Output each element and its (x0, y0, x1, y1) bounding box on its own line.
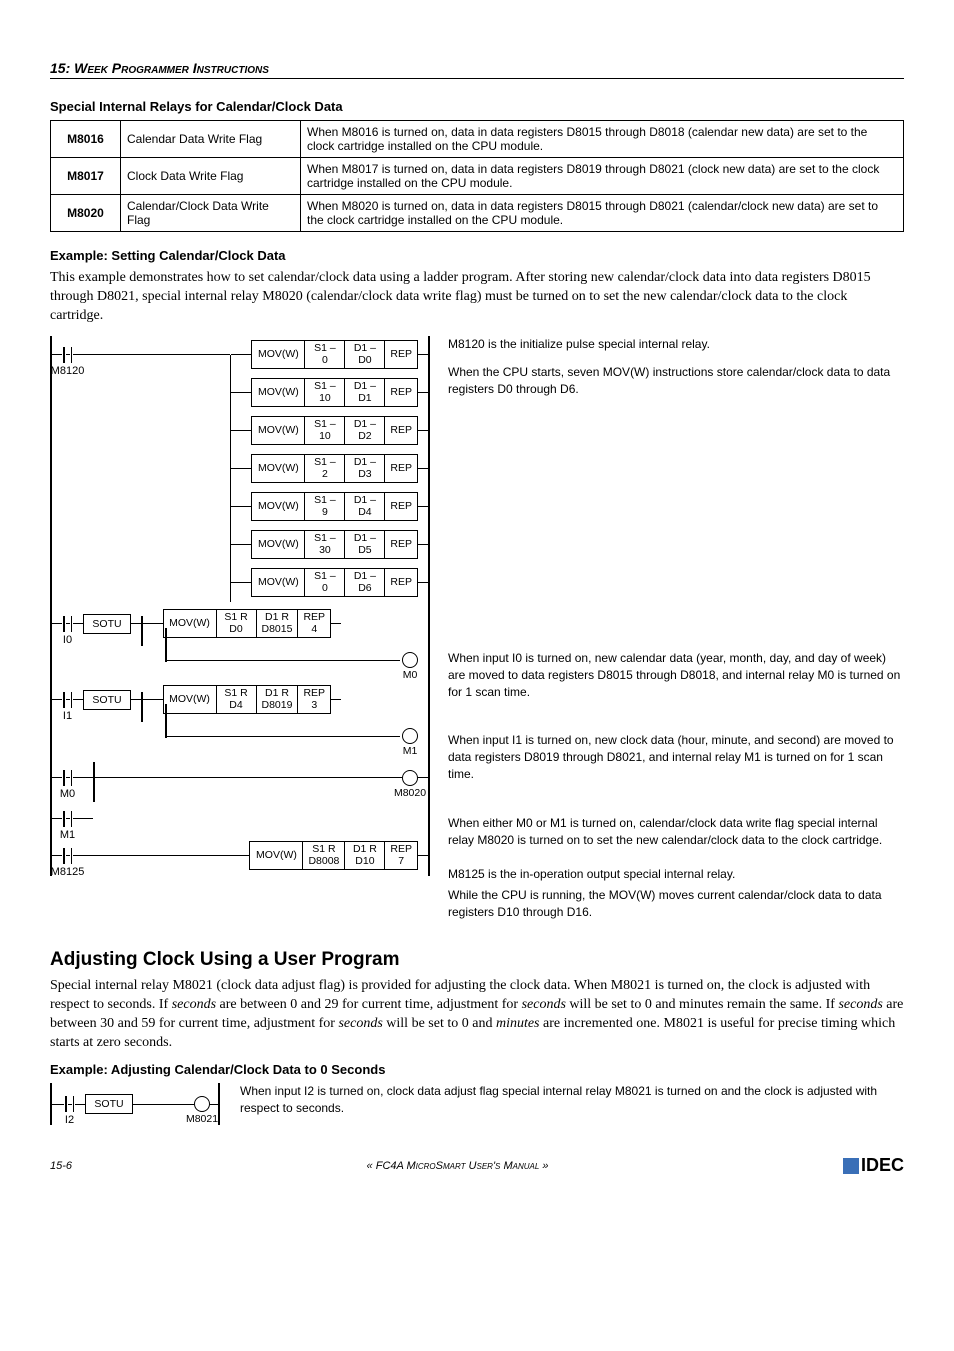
contact-i0: I0 (62, 616, 73, 632)
relay-desc: When M8020 is turned on, data in data re… (301, 195, 904, 232)
mov-instruction: MOV(W) S1 –10 D1 –D1 REP (251, 378, 418, 407)
coil-m8020: M8020 (402, 770, 418, 786)
desc-text: When the CPU starts, seven MOV(W) instru… (448, 364, 904, 398)
contact-i1: I1 (62, 692, 73, 708)
contact-m1: M1 (62, 811, 73, 827)
coil-m0: M0 (402, 652, 418, 668)
mov-instruction: MOV(W) S1 –10 D1 –D2 REP (251, 416, 418, 445)
section2-paragraph: Special internal relay M8021 (clock data… (50, 977, 904, 1053)
ladder-diagram: M8120 MOV(W) S1 –0 D1 –D0 REP (50, 336, 430, 933)
ladder-small: I2 SOTU M8021 (50, 1083, 220, 1125)
relay-name: Clock Data Write Flag (121, 158, 301, 195)
desc-text: While the CPU is running, the MOV(W) mov… (448, 887, 904, 921)
desc-text: When input I1 is turned on, new clock da… (448, 732, 904, 782)
mov-instruction: MOV(W) S1 –0 D1 –D0 REP (251, 340, 418, 369)
sotu-box: SOTU (83, 690, 131, 710)
idec-logo: IDEC (843, 1155, 904, 1176)
relay-code: M8020 (51, 195, 121, 232)
coil-m8021: M8021 (194, 1096, 210, 1112)
contact-m8120: M8120 (62, 347, 73, 363)
relay-desc: When M8017 is turned on, data in data re… (301, 158, 904, 195)
example2-heading: Example: Adjusting Calendar/Clock Data t… (50, 1062, 904, 1077)
sotu-box: SOTU (83, 614, 131, 634)
relays-table: M8016 Calendar Data Write Flag When M801… (50, 120, 904, 232)
mov-instruction: MOV(W) S1 RD8008 D1 RD10 REP7 (249, 841, 418, 870)
description-column: M8120 is the initialize pulse special in… (448, 336, 904, 933)
relays-heading: Special Internal Relays for Calendar/Clo… (50, 99, 904, 114)
example1-heading: Example: Setting Calendar/Clock Data (50, 248, 904, 263)
mov-instruction: MOV(W) S1 –0 D1 –D6 REP (251, 568, 418, 597)
relay-desc: When M8016 is turned on, data in data re… (301, 121, 904, 158)
example1-paragraph: This example demonstrates how to set cal… (50, 269, 904, 326)
desc-text: M8125 is the in-operation output special… (448, 866, 904, 883)
contact-i2: I2 (64, 1096, 75, 1112)
relay-code: M8016 (51, 121, 121, 158)
chapter-title: Week Programmer Instructions (74, 60, 269, 76)
logo-square-icon (843, 1158, 859, 1174)
table-row: M8016 Calendar Data Write Flag When M801… (51, 121, 904, 158)
relay-name: Calendar Data Write Flag (121, 121, 301, 158)
example2-desc: When input I2 is turned on, clock data a… (240, 1083, 904, 1117)
page-footer: 15-6 « FC4A MicroSmart User's Manual » I… (50, 1155, 904, 1176)
table-row: M8020 Calendar/Clock Data Write Flag Whe… (51, 195, 904, 232)
manual-title: « FC4A MicroSmart User's Manual » (367, 1160, 549, 1172)
contact-m8125: M8125 (62, 848, 73, 864)
relay-name: Calendar/Clock Data Write Flag (121, 195, 301, 232)
section2-heading: Adjusting Clock Using a User Program (50, 949, 904, 971)
coil-m1: M1 (402, 728, 418, 744)
ladder-section: M8120 MOV(W) S1 –0 D1 –D0 REP (50, 336, 904, 933)
sotu-box: SOTU (85, 1094, 133, 1114)
mov-instruction: MOV(W) S1 –2 D1 –D3 REP (251, 454, 418, 483)
table-row: M8017 Clock Data Write Flag When M8017 i… (51, 158, 904, 195)
page-number: 15-6 (50, 1160, 72, 1172)
desc-text: When input I0 is turned on, new calendar… (448, 650, 904, 700)
mov-instruction: MOV(W) S1 –30 D1 –D5 REP (251, 530, 418, 559)
chapter-heading: 15: Week Programmer Instructions (50, 60, 904, 79)
desc-text: M8120 is the initialize pulse special in… (448, 336, 904, 353)
mov-instruction: MOV(W) S1 RD4 D1 RD8019 REP3 (163, 685, 332, 714)
chapter-number: 15: (50, 60, 70, 76)
mov-instruction: MOV(W) S1 RD0 D1 RD8015 REP4 (163, 609, 332, 638)
desc-text: When either M0 or M1 is turned on, calen… (448, 815, 904, 849)
mov-instruction: MOV(W) S1 –9 D1 –D4 REP (251, 492, 418, 521)
relay-code: M8017 (51, 158, 121, 195)
contact-m0: M0 (62, 770, 73, 786)
